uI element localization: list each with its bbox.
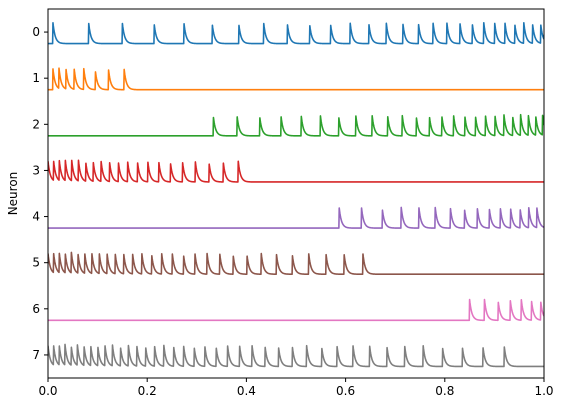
x-tick-label: 0.6 [336, 384, 355, 398]
y-tick-label: 3 [32, 163, 40, 177]
y-tick-label: 1 [32, 71, 40, 85]
y-axis: 0 1 2 3 4 5 6 7 [32, 25, 48, 362]
series-line-neuron-4 [48, 206, 544, 229]
series-line-neuron-5 [48, 251, 544, 276]
y-tick-label: 0 [32, 25, 40, 39]
y-tick-label: 2 [32, 117, 40, 131]
x-axis: 0.0 0.2 0.4 0.6 0.8 1.0 [38, 378, 554, 398]
x-tick-label: 0.0 [38, 384, 57, 398]
y-tick-label: 7 [32, 348, 40, 362]
plot-frame [47, 8, 545, 379]
series-line-neuron-2 [48, 113, 544, 137]
x-tick-label: 0.4 [237, 384, 256, 398]
series-group [48, 21, 544, 368]
series-line-neuron-0 [48, 21, 544, 45]
series-line-neuron-6 [48, 298, 544, 322]
series-line-neuron-7 [48, 343, 544, 368]
x-tick-label: 1.0 [534, 384, 553, 398]
x-tick-label: 0.2 [138, 384, 157, 398]
y-axis-label: Neuron [6, 172, 20, 216]
y-tick-label: 4 [32, 210, 40, 224]
series-line-neuron-3 [48, 159, 544, 183]
y-tick-label: 5 [32, 256, 40, 270]
series-line-neuron-1 [48, 67, 544, 91]
y-tick-label: 6 [32, 302, 40, 316]
x-tick-label: 0.8 [435, 384, 454, 398]
